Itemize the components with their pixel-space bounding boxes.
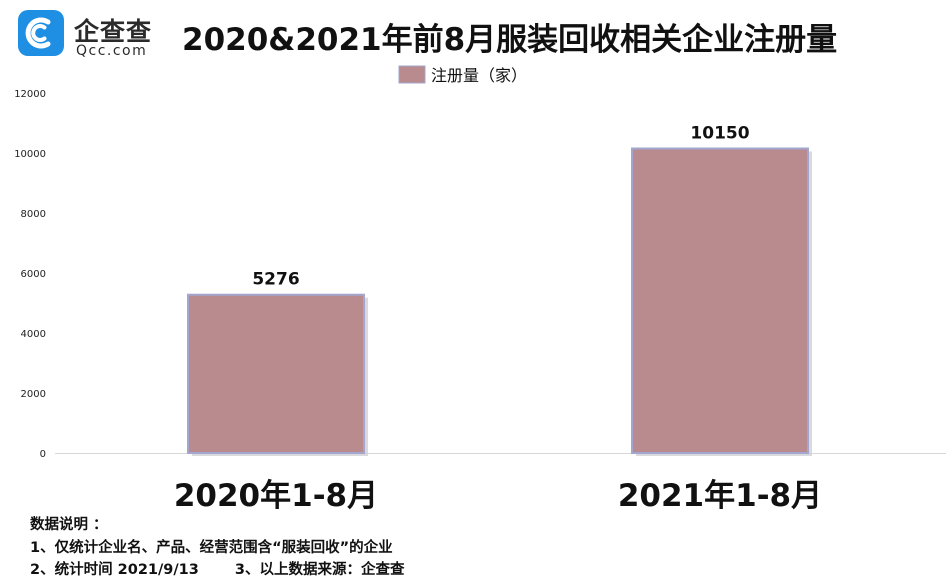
y-tick-label-0: 0: [40, 449, 46, 460]
qcc-logo-icon: [18, 10, 64, 56]
notes-line-2: 2、统计时间 2021/9/13 3、以上数据来源：企查查: [30, 559, 404, 582]
logo-text-cn: 企查查: [74, 17, 153, 46]
y-tick-label-4: 8000: [21, 209, 46, 220]
bar-chart: 注册量（家） 0 2000 4000 6000 8000 10000 12000 5276 202…: [14, 65, 946, 514]
x-category-label-1: 2021年1-8月: [618, 478, 822, 514]
bar-0: [187, 293, 365, 454]
data-label-1: 10150: [690, 124, 749, 144]
notes-heading: 数据说明 ：: [30, 517, 108, 533]
legend-swatch: [398, 65, 426, 84]
legend-label: 注册量（家）: [431, 66, 527, 85]
logo-text-en: Qcc.com: [76, 43, 148, 59]
notes-stat-time: 2、统计时间 2021/9/13: [30, 562, 199, 578]
data-notes: 数据说明 ： 1、仅统计企业名、产品、经营范围含“服装回收”的企业 2、统计时间…: [30, 514, 404, 582]
data-label-0: 5276: [252, 270, 299, 290]
notes-source: 3、以上数据来源：企查查: [234, 562, 405, 578]
chart-title: 2020&2021年前8月服装回收相关企业注册量: [182, 22, 838, 58]
y-tick-label-3: 6000: [21, 269, 46, 280]
y-tick-label-5: 10000: [14, 149, 46, 160]
bar-1: [631, 147, 809, 454]
y-tick-label-6: 12000: [14, 89, 46, 100]
logo: 企查查 Qcc.com: [18, 10, 168, 60]
notes-line-1: 1、仅统计企业名、产品、经营范围含“服装回收”的企业: [30, 539, 393, 556]
y-tick-label-2: 4000: [21, 329, 46, 340]
y-tick-label-1: 2000: [21, 389, 46, 400]
x-category-label-0: 2020年1-8月: [174, 478, 378, 514]
